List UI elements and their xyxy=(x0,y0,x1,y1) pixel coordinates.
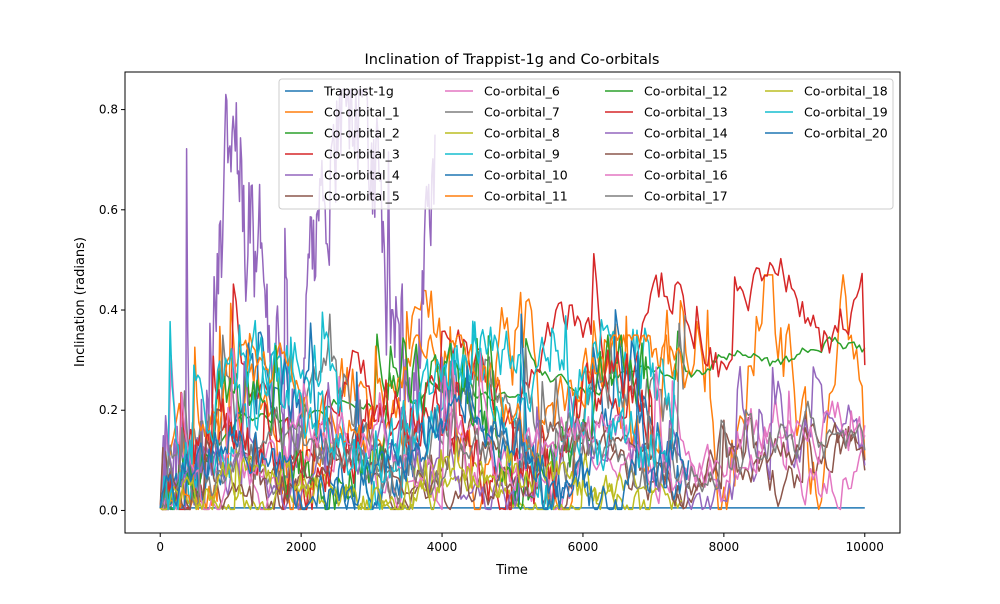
series-line-co-orbital-14 xyxy=(159,356,866,511)
series-line-co-orbital-20 xyxy=(159,355,690,511)
legend-item-label: Co-orbital_2 xyxy=(324,126,400,141)
legend-item-label: Co-orbital_5 xyxy=(324,189,400,204)
legend-item-label: Co-orbital_8 xyxy=(484,126,560,141)
legend-item-label: Co-orbital_16 xyxy=(644,168,728,183)
x-tick-label: 6000 xyxy=(568,540,599,554)
legend-item-label: Co-orbital_1 xyxy=(324,105,400,120)
legend-item-label: Co-orbital_12 xyxy=(644,84,728,99)
x-tick-label: 0 xyxy=(156,540,164,554)
legend-item-label: Co-orbital_11 xyxy=(484,189,568,204)
legend: Trappist-1g Co-orbital_1 Co-orbital_2 Co-or… xyxy=(278,78,894,210)
legend-box xyxy=(278,78,894,210)
y-axis-label: Inclination (radians) xyxy=(73,237,88,367)
series-line-co-orbital-16 xyxy=(159,347,866,511)
legend-item-label: Co-orbital_20 xyxy=(804,126,888,141)
y-tick-label: 0.2 xyxy=(99,403,118,417)
legend-item-label: Co-orbital_13 xyxy=(644,105,728,120)
legend-item-label: Co-orbital_4 xyxy=(324,168,400,183)
legend-item-label: Co-orbital_15 xyxy=(644,147,728,162)
x-axis: 0 2000 4000 6000 8000 10000 xyxy=(156,533,884,554)
y-tick-label: 0.0 xyxy=(99,503,118,517)
x-tick-label: 2000 xyxy=(286,540,317,554)
x-tick-label: 4000 xyxy=(427,540,458,554)
series-line-co-orbital-19 xyxy=(159,315,676,511)
plot-frame xyxy=(124,71,901,534)
legend-item-label: Co-orbital_17 xyxy=(644,189,728,204)
chart-title: Inclination of Trappist-1g and Co-orbita… xyxy=(365,52,660,68)
series-line-co-orbital-17 xyxy=(159,360,866,511)
legend-item-label: Co-orbital_3 xyxy=(324,147,400,162)
y-tick-label: 0.6 xyxy=(99,203,118,217)
legend-item-label: Co-orbital_19 xyxy=(804,105,888,120)
legend-item-label: Trappist-1g xyxy=(323,84,394,99)
y-tick-label: 0.8 xyxy=(99,103,118,117)
x-tick-label: 8000 xyxy=(709,540,740,554)
legend-item-label: Co-orbital_6 xyxy=(484,84,560,99)
legend-item-label: Co-orbital_7 xyxy=(484,105,560,120)
legend-item-label: Co-orbital_18 xyxy=(804,84,888,99)
y-tick-label: 0.4 xyxy=(99,303,118,317)
legend-item-label: Co-orbital_14 xyxy=(644,126,728,141)
x-tick-label: 10000 xyxy=(846,540,884,554)
legend-item-label: Co-orbital_9 xyxy=(484,147,560,162)
legend-item-label: Co-orbital_10 xyxy=(484,168,568,183)
x-axis-label: Time xyxy=(495,563,528,578)
series-line-co-orbital-15 xyxy=(159,419,866,511)
y-axis: 0.0 0.2 0.4 0.6 0.8 xyxy=(99,103,125,517)
series-layer xyxy=(159,88,866,511)
